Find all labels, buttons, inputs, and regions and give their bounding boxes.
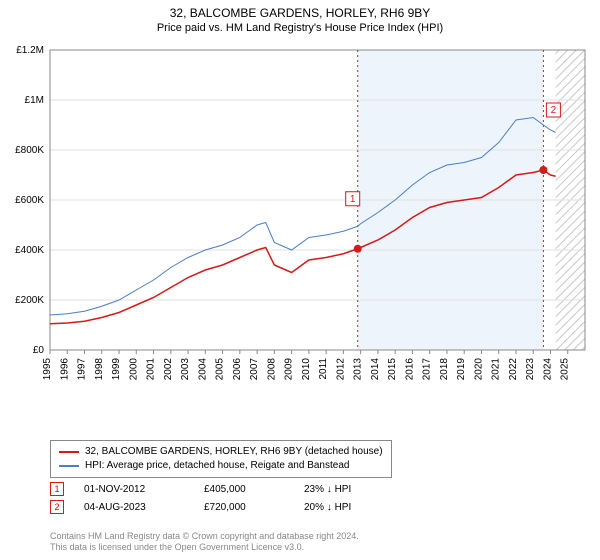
svg-text:1998: 1998 — [94, 358, 105, 381]
svg-text:1995: 1995 — [42, 358, 53, 381]
svg-text:2018: 2018 — [439, 358, 450, 381]
svg-text:2020: 2020 — [473, 358, 484, 381]
chart-subtitle: Price paid vs. HM Land Registry's House … — [0, 20, 600, 34]
sale-date: 01-NOV-2012 — [84, 484, 184, 495]
svg-text:2003: 2003 — [180, 358, 191, 381]
chart-title: 32, BALCOMBE GARDENS, HORLEY, RH6 9BY — [0, 0, 600, 20]
svg-text:2013: 2013 — [353, 358, 364, 381]
svg-text:2025: 2025 — [560, 358, 571, 381]
footer-attribution: Contains HM Land Registry data © Crown c… — [50, 531, 359, 554]
svg-text:2005: 2005 — [215, 358, 226, 381]
svg-text:£200K: £200K — [15, 295, 44, 306]
svg-text:2019: 2019 — [456, 358, 467, 381]
svg-text:2016: 2016 — [404, 358, 415, 381]
svg-text:£400K: £400K — [15, 245, 44, 256]
sale-marker-badge: 2 — [50, 500, 64, 514]
chart-area: £0 £200K £400K £600K £800K £1M £1.2M 1995 1996 19… — [0, 40, 600, 430]
svg-text:£800K: £800K — [15, 145, 44, 156]
svg-text:2008: 2008 — [266, 358, 277, 381]
footer-line: Contains HM Land Registry data © Crown c… — [50, 531, 359, 543]
sale-row: 2 04-AUG-2023 £720,000 20% ↓ HPI — [50, 500, 404, 514]
svg-text:2010: 2010 — [301, 358, 312, 381]
legend-swatch-hpi — [59, 465, 79, 467]
svg-text:2000: 2000 — [128, 358, 139, 381]
svg-text:2023: 2023 — [525, 358, 536, 381]
svg-text:1: 1 — [350, 194, 356, 205]
footer-line: This data is licensed under the Open Gov… — [50, 542, 359, 554]
svg-text:1997: 1997 — [77, 358, 88, 381]
svg-text:2002: 2002 — [163, 358, 174, 381]
sale-date: 04-AUG-2023 — [84, 502, 184, 513]
svg-text:£600K: £600K — [15, 195, 44, 206]
svg-text:2022: 2022 — [508, 358, 519, 381]
legend-row-hpi: HPI: Average price, detached house, Reig… — [59, 459, 383, 473]
svg-text:2021: 2021 — [491, 358, 502, 381]
legend-row-property: 32, BALCOMBE GARDENS, HORLEY, RH6 9BY (d… — [59, 445, 383, 459]
svg-text:2006: 2006 — [232, 358, 243, 381]
legend-label-hpi: HPI: Average price, detached house, Reig… — [85, 459, 349, 473]
svg-text:2009: 2009 — [284, 358, 295, 381]
svg-text:1999: 1999 — [111, 358, 122, 381]
svg-text:2012: 2012 — [335, 358, 346, 381]
svg-text:£1.2M: £1.2M — [16, 45, 44, 56]
svg-text:£1M: £1M — [25, 95, 44, 106]
sale-price: £720,000 — [204, 502, 284, 513]
sales-table: 1 01-NOV-2012 £405,000 23% ↓ HPI 2 04-AU… — [50, 482, 404, 518]
svg-text:2017: 2017 — [422, 358, 433, 381]
svg-text:2014: 2014 — [370, 358, 381, 381]
svg-text:2015: 2015 — [387, 358, 398, 381]
sale-row: 1 01-NOV-2012 £405,000 23% ↓ HPI — [50, 482, 404, 496]
sale-marker-badge: 1 — [50, 482, 64, 496]
sale-pct: 23% ↓ HPI — [304, 484, 404, 495]
svg-text:2011: 2011 — [318, 358, 329, 380]
legend: 32, BALCOMBE GARDENS, HORLEY, RH6 9BY (d… — [50, 440, 392, 478]
svg-text:2: 2 — [551, 105, 557, 116]
svg-text:2024: 2024 — [542, 358, 553, 381]
sale-pct: 20% ↓ HPI — [304, 502, 404, 513]
legend-label-property: 32, BALCOMBE GARDENS, HORLEY, RH6 9BY (d… — [85, 445, 383, 459]
svg-text:2001: 2001 — [146, 358, 157, 381]
svg-text:2004: 2004 — [197, 358, 208, 381]
svg-text:2007: 2007 — [249, 358, 260, 381]
sale-price: £405,000 — [204, 484, 284, 495]
svg-text:£0: £0 — [33, 345, 45, 356]
legend-swatch-property — [59, 451, 79, 453]
svg-text:1996: 1996 — [59, 358, 70, 381]
